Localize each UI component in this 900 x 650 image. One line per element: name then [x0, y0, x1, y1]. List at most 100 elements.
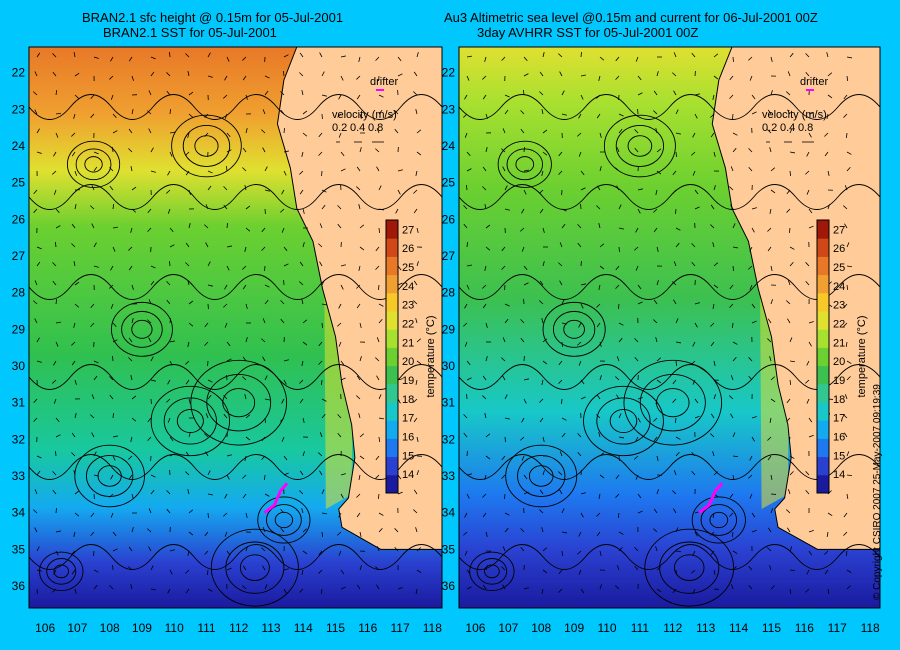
y-tick-label: 30 [12, 359, 26, 373]
colorbar-tick-label: 20 [833, 356, 845, 368]
y-tick-label: 24 [442, 139, 456, 153]
copyright-note: © Copyright CSIRO 2007 25-May-2007 09:19… [872, 384, 883, 600]
colorbar-tick-label: 15 [833, 450, 845, 462]
y-tick-label: 31 [12, 396, 26, 410]
colorbar-swatch [817, 311, 829, 330]
colorbar-swatch [817, 365, 829, 385]
legend-drifter-label: drifter [800, 76, 828, 88]
legend-drifter-label: drifter [370, 76, 398, 88]
colorbar-swatch [386, 402, 398, 421]
colorbar-tick-label: 19 [833, 375, 845, 387]
y-tick-label: 35 [442, 542, 456, 556]
colorbar-label: temperature (°C) [425, 315, 437, 397]
colorbar-swatch [817, 383, 829, 403]
y-tick-label: 28 [442, 286, 456, 300]
y-tick-label: 29 [442, 322, 456, 336]
colorbar-swatch [386, 329, 398, 348]
y-tick-label: 33 [12, 469, 26, 483]
colorbar-tick-label: 17 [833, 413, 845, 425]
current-vectors [33, 51, 423, 595]
colorbar-swatch [817, 220, 829, 239]
legend: drifter velocity (m/s)0.2 0.4 0.8 [762, 76, 828, 143]
colorbar-swatch [386, 238, 398, 257]
colorbar: 27 26 25 24 23 22 21 20 19 18 17 16 15 14 temperature … [385, 219, 437, 494]
colorbar-swatch [386, 220, 398, 239]
x-tick-label: 110 [165, 621, 184, 635]
legend-velocity-value: 0.4 [350, 122, 365, 134]
colorbar-tick-label: 18 [833, 394, 845, 406]
y-tick-label: 32 [442, 432, 456, 446]
x-tick-label: 114 [294, 621, 313, 635]
colorbar-tick-label: 18 [402, 394, 414, 406]
colorbar-tick-label: 16 [402, 432, 414, 444]
y-tick-label: 27 [12, 249, 26, 263]
colorbar-swatch [817, 438, 829, 458]
colorbar-tick-label: 22 [402, 319, 414, 331]
y-tick-label: 25 [12, 176, 26, 190]
colorbar-tick-label: 26 [833, 243, 845, 255]
y-tick-label: 32 [12, 432, 26, 446]
colorbar-swatch [817, 256, 829, 276]
x-tick-label: 108 [531, 621, 551, 635]
x-tick-label: 113 [261, 621, 280, 635]
land-mass [711, 47, 880, 550]
x-tick-label: 116 [358, 621, 377, 635]
colorbar-tick-label: 22 [833, 319, 845, 331]
colorbar-tick-label: 25 [402, 262, 414, 274]
colorbar-label: temperature (°C) [856, 315, 868, 397]
x-tick-label: 117 [390, 621, 409, 635]
colorbar: 27 26 25 24 23 22 21 20 19 18 17 16 15 14 temperature … [816, 219, 868, 494]
colorbar-swatch [386, 456, 398, 476]
y-tick-label: 24 [12, 139, 26, 153]
colorbar-swatch [817, 420, 829, 439]
legend-velocity-value: 0.8 [368, 122, 383, 134]
x-tick-label: 112 [663, 621, 682, 635]
y-tick-label: 23 [442, 102, 456, 116]
colorbar-tick-label: 25 [833, 262, 845, 274]
right-map-panel: 106 107 108 109 110 111 112 113 114 115 116 117 118 2… [442, 46, 881, 635]
right-title-line1: Au3 Altimetric sea level @0.15m and curr… [444, 10, 818, 25]
legend: drifter velocity (m/s)0.2 0.4 0.8 [332, 76, 398, 143]
x-tick-label: 118 [861, 621, 880, 635]
x-tick-label: 114 [729, 621, 748, 635]
colorbar-tick-label: 24 [833, 281, 845, 293]
colorbar-swatch [386, 274, 398, 294]
colorbar-swatch [817, 402, 829, 421]
colorbar-swatch [386, 256, 398, 276]
x-tick-label: 110 [597, 621, 616, 635]
colorbar-swatch [386, 365, 398, 385]
colorbar-tick-label: 24 [402, 281, 414, 293]
colorbar-swatch [386, 292, 398, 312]
colorbar-tick-label: 20 [402, 356, 414, 368]
colorbar-swatch [817, 274, 829, 294]
y-tick-label: 26 [442, 212, 456, 226]
colorbar-swatch [817, 329, 829, 348]
y-tick-label: 22 [12, 66, 26, 80]
colorbar-swatch [817, 292, 829, 312]
land-mass [276, 47, 442, 550]
y-tick-label: 27 [442, 249, 456, 263]
y-tick-label: 23 [12, 102, 26, 116]
x-tick-label: 111 [197, 621, 216, 635]
legend-velocity-value: 0.2 [762, 122, 777, 134]
y-tick-label: 30 [442, 359, 456, 373]
x-tick-label: 109 [564, 621, 584, 635]
colorbar-tick-label: 26 [402, 243, 414, 255]
drifter-track [263, 482, 289, 514]
map-frame [28, 46, 443, 609]
colorbar-tick-label: 27 [833, 224, 845, 236]
legend-velocity-value: 0.2 [332, 122, 347, 134]
y-tick-label: 34 [12, 506, 26, 520]
y-tick-label: 35 [12, 542, 26, 556]
colorbar-tick-label: 23 [402, 300, 414, 312]
y-tick-label: 28 [12, 286, 26, 300]
colorbar-tick-label: 21 [402, 337, 414, 349]
x-tick-label: 118 [423, 621, 442, 635]
x-tick-label: 106 [465, 621, 485, 635]
colorbar-swatch [386, 311, 398, 330]
x-tick-label: 113 [696, 621, 715, 635]
x-tick-label: 112 [229, 621, 248, 635]
right-title-line2: 3day AVHRR SST for 05-Jul-2001 00Z [477, 25, 699, 40]
x-tick-label: 115 [762, 621, 781, 635]
x-tick-label: 107 [67, 621, 87, 635]
